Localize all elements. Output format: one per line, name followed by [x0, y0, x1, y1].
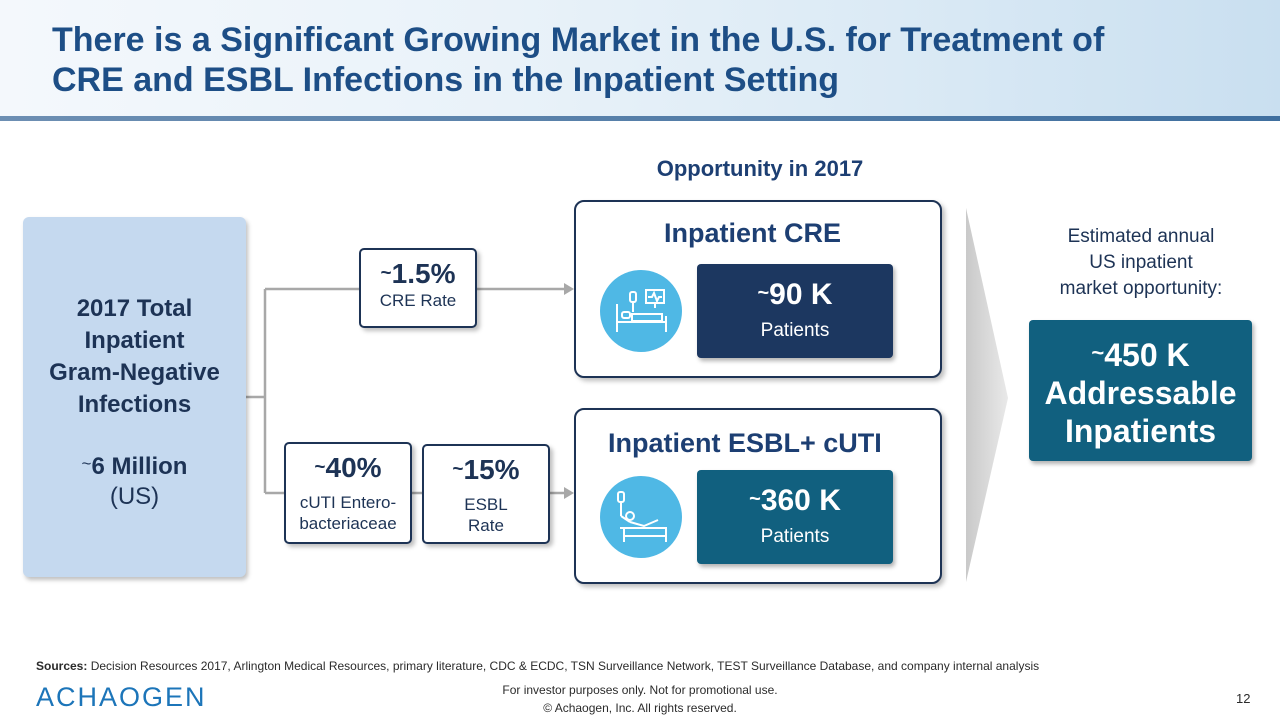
esbl-patients-box: ~360 K Patients: [697, 470, 893, 564]
disclaimer: For investor purposes only. Not for prom…: [420, 681, 860, 717]
esbl-patients-value: ~360 K: [697, 484, 893, 518]
summary-chevron: [966, 208, 1008, 582]
arrowhead-cre: [564, 283, 574, 295]
label-line: Inpatient: [84, 327, 185, 354]
sources-label: Sources:: [36, 659, 88, 673]
label-line: cUTI Entero-: [299, 493, 397, 512]
label-line: Rate: [468, 516, 504, 535]
inpatients-label: Inpatients: [1064, 413, 1217, 449]
approx-sign: ~: [314, 457, 326, 478]
addressable-value: ~450 K: [1029, 334, 1252, 374]
approx-sign: ~: [380, 263, 392, 284]
cuti-rate-value: ~40%: [286, 452, 410, 484]
approx-sign: ~: [81, 454, 92, 473]
value-text: 90 K: [769, 278, 833, 311]
patient-iv-bed-icon: [600, 476, 682, 558]
total-infections-value: ~6 Million: [23, 453, 246, 481]
header-divider: [0, 116, 1280, 121]
value-text: 1.5%: [391, 258, 456, 289]
arrowhead-esbl: [564, 487, 574, 499]
cre-rate-value: ~1.5%: [361, 258, 475, 290]
value-text: 450 K: [1104, 337, 1190, 373]
label-line: ESBL: [464, 495, 508, 514]
esbl-rate-box: ~15% ESBL Rate: [422, 444, 550, 544]
header-banner: [0, 0, 1280, 118]
opportunity-subtitle: Opportunity in 2017: [656, 156, 864, 181]
esbl-patients-label: Patients: [760, 526, 830, 547]
label-line: 2017 Total: [76, 295, 193, 322]
approx-sign: ~: [749, 488, 761, 510]
caption-line: US inpatient: [1089, 252, 1193, 273]
caption-line: Estimated annual: [1067, 226, 1215, 247]
approx-sign: ~: [452, 459, 464, 480]
cre-patients-value: ~90 K: [697, 278, 893, 312]
total-infections-box: 2017 Total Inpatient Gram-Negative Infec…: [23, 217, 246, 577]
inpatient-cre-panel: Inpatient CRE ~90 K Patients: [574, 200, 942, 378]
cuti-rate-box: ~40% cUTI Entero- bacteriaceae: [284, 442, 412, 544]
label-line: bacteriaceae: [299, 514, 397, 533]
cre-patients-label: Patients: [760, 320, 830, 341]
label-line: Gram-Negative: [49, 359, 220, 386]
approx-sign: ~: [757, 282, 770, 304]
region-label: (US): [109, 483, 160, 510]
approx-sign: ~: [1091, 340, 1105, 365]
esbl-rate-value: ~15%: [424, 454, 548, 486]
company-logo: ACHAOGEN: [36, 682, 207, 712]
disclaimer-line: For investor purposes only. Not for prom…: [502, 683, 778, 697]
cre-patients-box: ~90 K Patients: [697, 264, 893, 358]
estimate-caption: Estimated annual US inpatient market opp…: [1030, 224, 1252, 302]
inpatient-esbl-panel: Inpatient ESBL+ cUTI ~360 K Patients: [574, 408, 942, 584]
cre-panel-title: Inpatient CRE: [664, 218, 842, 248]
copyright-line: © Achaogen, Inc. All rights reserved.: [543, 701, 737, 715]
cre-rate-box: ~1.5% CRE Rate: [359, 248, 477, 328]
esbl-panel-title: Inpatient ESBL+ cUTI: [608, 428, 882, 458]
title-line-2: CRE and ESBL Infections in the Inpatient…: [52, 61, 840, 99]
page-title: There is a Significant Growing Market in…: [52, 20, 1252, 100]
value-text: 15%: [463, 454, 520, 485]
label-line: Infections: [77, 391, 192, 418]
addressable-inpatients-box: ~450 K Addressable Inpatients: [1029, 320, 1252, 461]
value-text: 360 K: [760, 484, 841, 517]
value-text: 40%: [325, 452, 382, 483]
hospital-bed-monitor-icon: [600, 270, 682, 352]
sources-text: Decision Resources 2017, Arlington Medic…: [87, 659, 1040, 673]
cuti-rate-label: cUTI Entero- bacteriaceae: [286, 492, 410, 534]
total-infections-label: 2017 Total Inpatient Gram-Negative Infec…: [23, 293, 246, 421]
title-line-1: There is a Significant Growing Market in…: [52, 21, 1105, 59]
esbl-rate-label: ESBL Rate: [424, 494, 548, 536]
addressable-label: Addressable: [1044, 375, 1237, 411]
sources-note: Sources: Decision Resources 2017, Arling…: [36, 659, 1256, 673]
caption-line: market opportunity:: [1059, 278, 1223, 299]
page-number: 12: [1236, 691, 1251, 706]
cre-rate-label: CRE Rate: [379, 291, 457, 310]
value-text: 6 Million: [91, 453, 188, 480]
